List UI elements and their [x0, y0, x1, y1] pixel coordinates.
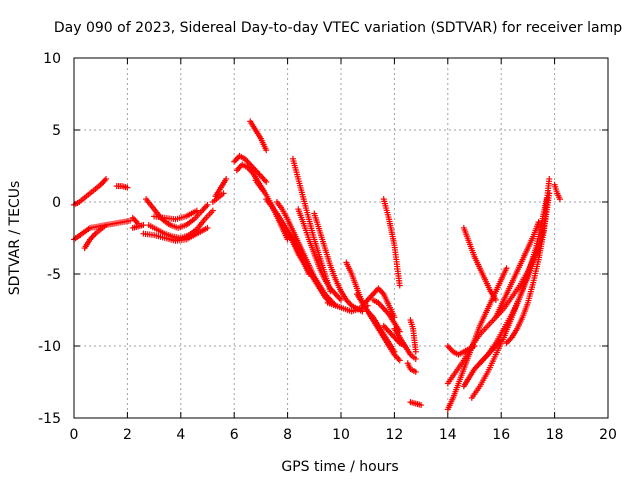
- data-point: [103, 222, 110, 229]
- series-track-15: [247, 118, 270, 154]
- x-tick-labels: 0 2 4 6 8 10 12 14 16 18 20: [70, 427, 617, 443]
- data-point: [402, 343, 409, 349]
- data-point: [338, 296, 344, 303]
- y-tick-label: 5: [52, 123, 61, 139]
- y-tick-label: 0: [52, 195, 61, 211]
- data-point: [209, 207, 216, 214]
- y-tick-label: 10: [43, 51, 61, 67]
- data-point: [220, 190, 227, 197]
- x-tick-label: 12: [385, 427, 403, 443]
- data-point: [103, 175, 110, 182]
- data-point: [418, 402, 425, 409]
- x-tick-label: 20: [599, 427, 617, 443]
- x-tick-label: 6: [230, 427, 239, 443]
- y-tick-label: -5: [47, 267, 61, 283]
- data-point: [412, 348, 419, 355]
- series-track-39: [460, 224, 499, 303]
- data-point: [193, 207, 200, 214]
- series-track-18: [273, 199, 339, 309]
- series-track-13: [231, 152, 270, 185]
- grid-lines: [74, 58, 608, 418]
- x-axis-label: GPS time / hours: [281, 459, 398, 475]
- data-point: [503, 265, 510, 272]
- series-track-6: [129, 222, 147, 231]
- x-tick-label: 14: [439, 427, 457, 443]
- data-points: [71, 118, 563, 413]
- series-track-3: [81, 222, 110, 252]
- data-point: [127, 217, 134, 224]
- series-track-21: [295, 206, 344, 303]
- data-point: [359, 308, 366, 315]
- data-point: [284, 236, 291, 243]
- series-track-12: [212, 175, 230, 200]
- data-point: [556, 196, 563, 203]
- data-point: [412, 368, 419, 375]
- data-point: [492, 296, 499, 303]
- data-point: [263, 147, 270, 154]
- data-point: [124, 184, 131, 191]
- data-point: [204, 224, 211, 231]
- data-point: [140, 222, 147, 229]
- x-tick-label: 4: [176, 427, 185, 443]
- x-tick-label: 10: [332, 427, 350, 443]
- data-point: [535, 219, 542, 226]
- series-track-33: [407, 399, 425, 409]
- series-track-9: [140, 224, 211, 244]
- y-tick-label: -15: [38, 411, 61, 427]
- data-point: [204, 201, 211, 208]
- data-point: [546, 190, 553, 197]
- series-track-25: [354, 291, 403, 364]
- data-point: [396, 357, 403, 364]
- series-track-42: [503, 190, 553, 347]
- series-track-32: [407, 317, 419, 355]
- x-tick-label: 8: [283, 427, 292, 443]
- series-track-31: [404, 360, 419, 375]
- y-axis-label: SDTVAR / TECUs: [7, 181, 23, 296]
- series-track-43: [551, 181, 563, 203]
- series-track-30: [391, 325, 409, 349]
- series-track-10: [151, 207, 200, 223]
- series-track-1: [71, 175, 110, 208]
- series-track-36: [444, 227, 547, 387]
- data-point: [223, 175, 230, 182]
- x-tick-label: 0: [70, 427, 79, 443]
- x-tick-label: 16: [492, 427, 510, 443]
- x-tick-label: 2: [123, 427, 132, 443]
- series-track-7: [143, 196, 211, 231]
- data-point: [263, 178, 270, 185]
- data-point: [412, 355, 419, 362]
- series-track-4: [113, 183, 131, 191]
- series-track-41: [492, 219, 542, 321]
- series-track-29: [380, 196, 403, 289]
- y-tick-label: -10: [38, 339, 61, 355]
- x-tick-label: 18: [546, 427, 564, 443]
- y-tick-labels: -15 -10 -5 0 5 10: [38, 51, 61, 427]
- data-point: [546, 175, 553, 182]
- chart-title: Day 090 of 2023, Sidereal Day-to-day VTE…: [54, 20, 622, 36]
- data-point: [396, 282, 403, 289]
- series-track-26: [359, 285, 398, 321]
- plot-frame: [73, 57, 609, 419]
